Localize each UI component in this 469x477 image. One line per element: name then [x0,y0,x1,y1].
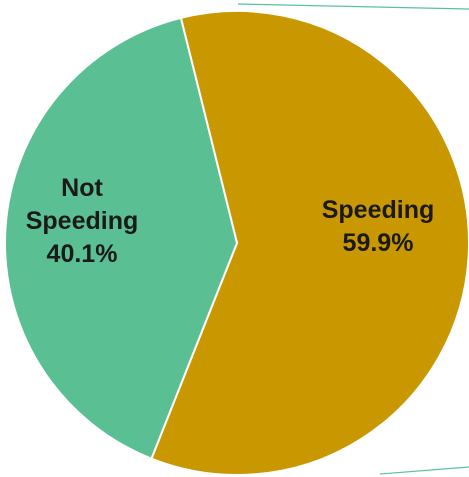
pie-category-label: Not [61,174,103,202]
pie-slice-not-speeding [4,16,239,460]
frame-line-top [237,3,469,10]
pie-slices [4,10,469,476]
pie-value-label: 40.1% [47,240,118,268]
pie-category-label: Speeding [322,196,435,224]
pie-label-speeding: Speeding 59.9% [322,196,435,257]
pie-value-label: 59.9% [343,229,414,257]
pie-category-label: Speeding [26,207,139,235]
frame-line-bottom [379,466,469,475]
pie-labels: Not Speeding 40.1% Speeding 59.9% [26,174,435,268]
pie-label-not-speeding: Not Speeding 40.1% [26,174,139,268]
pie-slice-speeding [150,10,469,476]
